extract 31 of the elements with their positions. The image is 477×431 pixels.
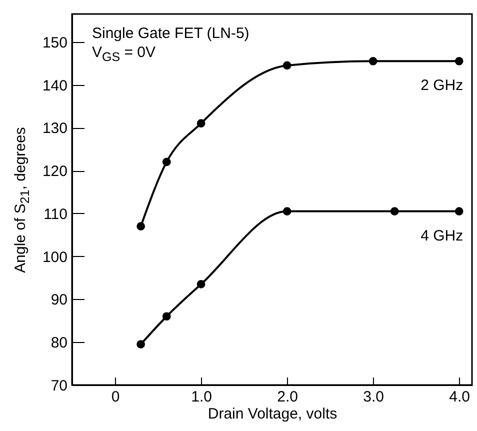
x-tick-label: 3.0 xyxy=(363,388,384,406)
point xyxy=(390,207,399,216)
point xyxy=(162,158,171,166)
y-tick-label: 140 xyxy=(42,77,68,94)
y-tick-label: 110 xyxy=(44,206,68,223)
y-tick-label: 70 xyxy=(50,378,68,394)
y-tick-label: 150 xyxy=(42,34,68,52)
y-tick-label: 90 xyxy=(50,292,68,309)
point xyxy=(196,280,206,288)
y-tick-label: 100 xyxy=(42,248,68,266)
point xyxy=(136,222,145,230)
point xyxy=(368,57,378,66)
point xyxy=(162,312,171,321)
x-axis-title: Drain Voltage, volts xyxy=(208,406,338,422)
y-tick-label: 120 xyxy=(42,163,68,180)
series-label: 4 GHz xyxy=(420,227,464,244)
x-tick-label: 0 xyxy=(111,388,120,406)
x-tick-label: 4.0 xyxy=(449,388,470,406)
y-tick-label: 80 xyxy=(50,334,68,352)
point xyxy=(136,340,145,348)
point xyxy=(454,207,464,216)
x-tick-label: 2.0 xyxy=(277,388,298,406)
point xyxy=(282,61,292,70)
y-tick-label: 130 xyxy=(42,120,68,138)
annotation: Single Gate FET (LN-5) xyxy=(92,24,250,43)
point xyxy=(282,207,292,216)
x-tick-label: 1.0 xyxy=(191,388,212,406)
point xyxy=(196,119,206,128)
point xyxy=(454,57,464,66)
series-label: 2 GHz xyxy=(420,77,464,94)
annotation: V$_{GS}$ = 0V xyxy=(92,43,157,66)
